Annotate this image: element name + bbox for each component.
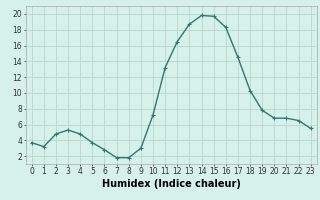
X-axis label: Humidex (Indice chaleur): Humidex (Indice chaleur): [102, 179, 241, 189]
